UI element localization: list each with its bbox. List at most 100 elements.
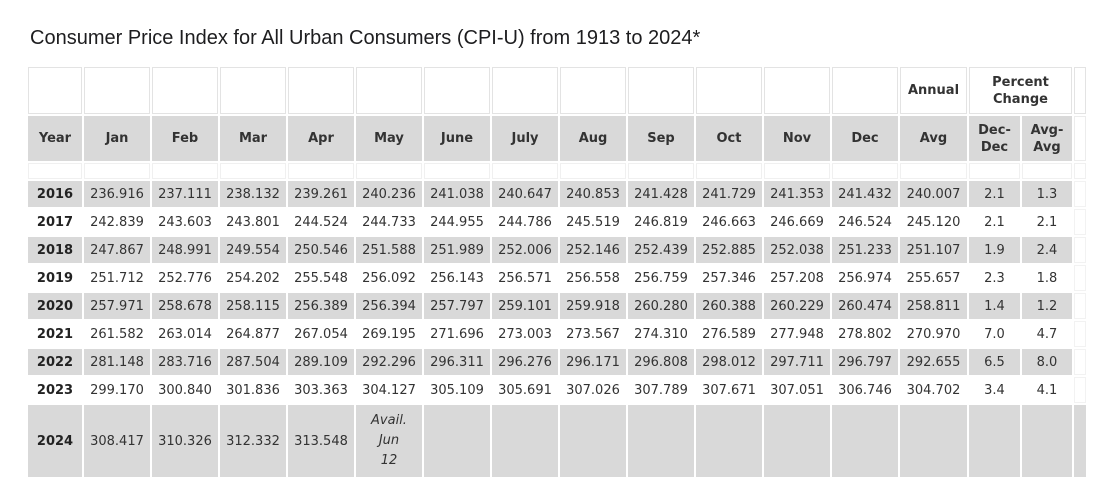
value-cell: 252.439 xyxy=(628,237,694,263)
value-cell: 251.712 xyxy=(84,265,150,291)
value-cell: 278.802 xyxy=(832,321,898,347)
value-cell: 308.417 xyxy=(84,405,150,477)
percent-change-group-header: Percent Change xyxy=(969,67,1072,114)
value-cell: 306.746 xyxy=(832,377,898,403)
value-cell: 259.918 xyxy=(560,293,626,319)
value-cell: 246.663 xyxy=(696,209,762,235)
value-cell: 276.589 xyxy=(696,321,762,347)
year-cell: 2024 xyxy=(28,405,82,477)
column-header-month: Dec xyxy=(832,116,898,161)
year-cell: 2018 xyxy=(28,237,82,263)
column-header-month: Mar xyxy=(220,116,286,161)
value-cell: 242.839 xyxy=(84,209,150,235)
spacer-cell xyxy=(152,163,218,179)
value-cell: 256.092 xyxy=(356,265,422,291)
year-cell: 2022 xyxy=(28,349,82,375)
filler-cell xyxy=(1074,349,1086,375)
value-cell: 313.548 xyxy=(288,405,354,477)
value-cell xyxy=(1022,405,1072,477)
value-cell: 256.389 xyxy=(288,293,354,319)
value-cell: 257.208 xyxy=(764,265,830,291)
cpi-table: Annual Percent Change Year Jan Feb Mar A… xyxy=(26,65,1088,479)
value-cell: 287.504 xyxy=(220,349,286,375)
value-cell: 244.524 xyxy=(288,209,354,235)
value-cell: 2.1 xyxy=(969,181,1020,207)
column-header-month: July xyxy=(492,116,558,161)
filler-cell xyxy=(1074,265,1086,291)
value-cell xyxy=(969,405,1020,477)
table-row: 2023 299.170 300.840 301.836 303.363 304.127 3… xyxy=(28,377,1086,403)
value-cell: 258.811 xyxy=(900,293,967,319)
value-cell: 257.797 xyxy=(424,293,490,319)
value-cell: 245.120 xyxy=(900,209,967,235)
value-cell: 255.657 xyxy=(900,265,967,291)
value-cell: 256.143 xyxy=(424,265,490,291)
value-cell: 304.702 xyxy=(900,377,967,403)
value-cell: 2.1 xyxy=(1022,209,1072,235)
value-cell: 252.146 xyxy=(560,237,626,263)
value-cell: 301.836 xyxy=(220,377,286,403)
spacer-cell xyxy=(84,163,150,179)
value-cell: 296.808 xyxy=(628,349,694,375)
table-row: 2020 257.971 258.678 258.115 256.389 256.394 2… xyxy=(28,293,1086,319)
column-header-month: Apr xyxy=(288,116,354,161)
value-cell: 246.819 xyxy=(628,209,694,235)
column-header-month: Oct xyxy=(696,116,762,161)
value-cell: 307.051 xyxy=(764,377,830,403)
year-cell: 2017 xyxy=(28,209,82,235)
value-cell xyxy=(832,405,898,477)
value-cell: 281.148 xyxy=(84,349,150,375)
table-row: 2016 236.916 237.111 238.132 239.261 240.236 2… xyxy=(28,181,1086,207)
table-row: 2021 261.582 263.014 264.877 267.054 269.195 2… xyxy=(28,321,1086,347)
empty-header-cell xyxy=(28,67,82,114)
value-cell: 251.233 xyxy=(832,237,898,263)
spacer-cell xyxy=(1074,163,1086,179)
value-cell: 269.195 xyxy=(356,321,422,347)
spacer-cell xyxy=(1022,163,1072,179)
value-cell: 289.109 xyxy=(288,349,354,375)
empty-header-cell xyxy=(492,67,558,114)
column-header-avg-avg: Avg-Avg xyxy=(1022,116,1072,161)
value-cell: 2.1 xyxy=(969,209,1020,235)
value-cell: 260.280 xyxy=(628,293,694,319)
spacer-cell xyxy=(832,163,898,179)
spacer-cell xyxy=(560,163,626,179)
column-header-month: Feb xyxy=(152,116,218,161)
value-cell xyxy=(900,405,967,477)
value-cell: 252.776 xyxy=(152,265,218,291)
value-cell: 296.276 xyxy=(492,349,558,375)
value-cell: 243.801 xyxy=(220,209,286,235)
value-cell: 298.012 xyxy=(696,349,762,375)
annual-group-header: Annual xyxy=(900,67,967,114)
value-cell: 238.132 xyxy=(220,181,286,207)
value-cell: 257.971 xyxy=(84,293,150,319)
value-cell: 241.038 xyxy=(424,181,490,207)
value-cell: 6.5 xyxy=(969,349,1020,375)
value-cell xyxy=(628,405,694,477)
value-cell: 292.655 xyxy=(900,349,967,375)
spacer-row xyxy=(28,163,1086,179)
empty-header-cell xyxy=(560,67,626,114)
value-cell: 1.4 xyxy=(969,293,1020,319)
value-cell: Avail. Jun 12 xyxy=(356,405,422,477)
value-cell xyxy=(696,405,762,477)
value-cell: 260.229 xyxy=(764,293,830,319)
table-row: 2018 247.867 248.991 249.554 250.546 251.588 2… xyxy=(28,237,1086,263)
empty-header-cell xyxy=(832,67,898,114)
value-cell: 277.948 xyxy=(764,321,830,347)
value-cell: 239.261 xyxy=(288,181,354,207)
filler-cell xyxy=(1074,405,1086,477)
value-cell: 251.107 xyxy=(900,237,967,263)
value-cell: 2.3 xyxy=(969,265,1020,291)
value-cell: 249.554 xyxy=(220,237,286,263)
value-cell: 4.7 xyxy=(1022,321,1072,347)
value-cell: 246.524 xyxy=(832,209,898,235)
spacer-cell xyxy=(220,163,286,179)
page-title: Consumer Price Index for All Urban Consu… xyxy=(30,27,701,49)
value-cell: 244.733 xyxy=(356,209,422,235)
filler-cell xyxy=(1074,209,1086,235)
spacer-cell xyxy=(356,163,422,179)
empty-header-cell xyxy=(1074,67,1086,114)
spacer-cell xyxy=(424,163,490,179)
filler-cell xyxy=(1074,377,1086,403)
